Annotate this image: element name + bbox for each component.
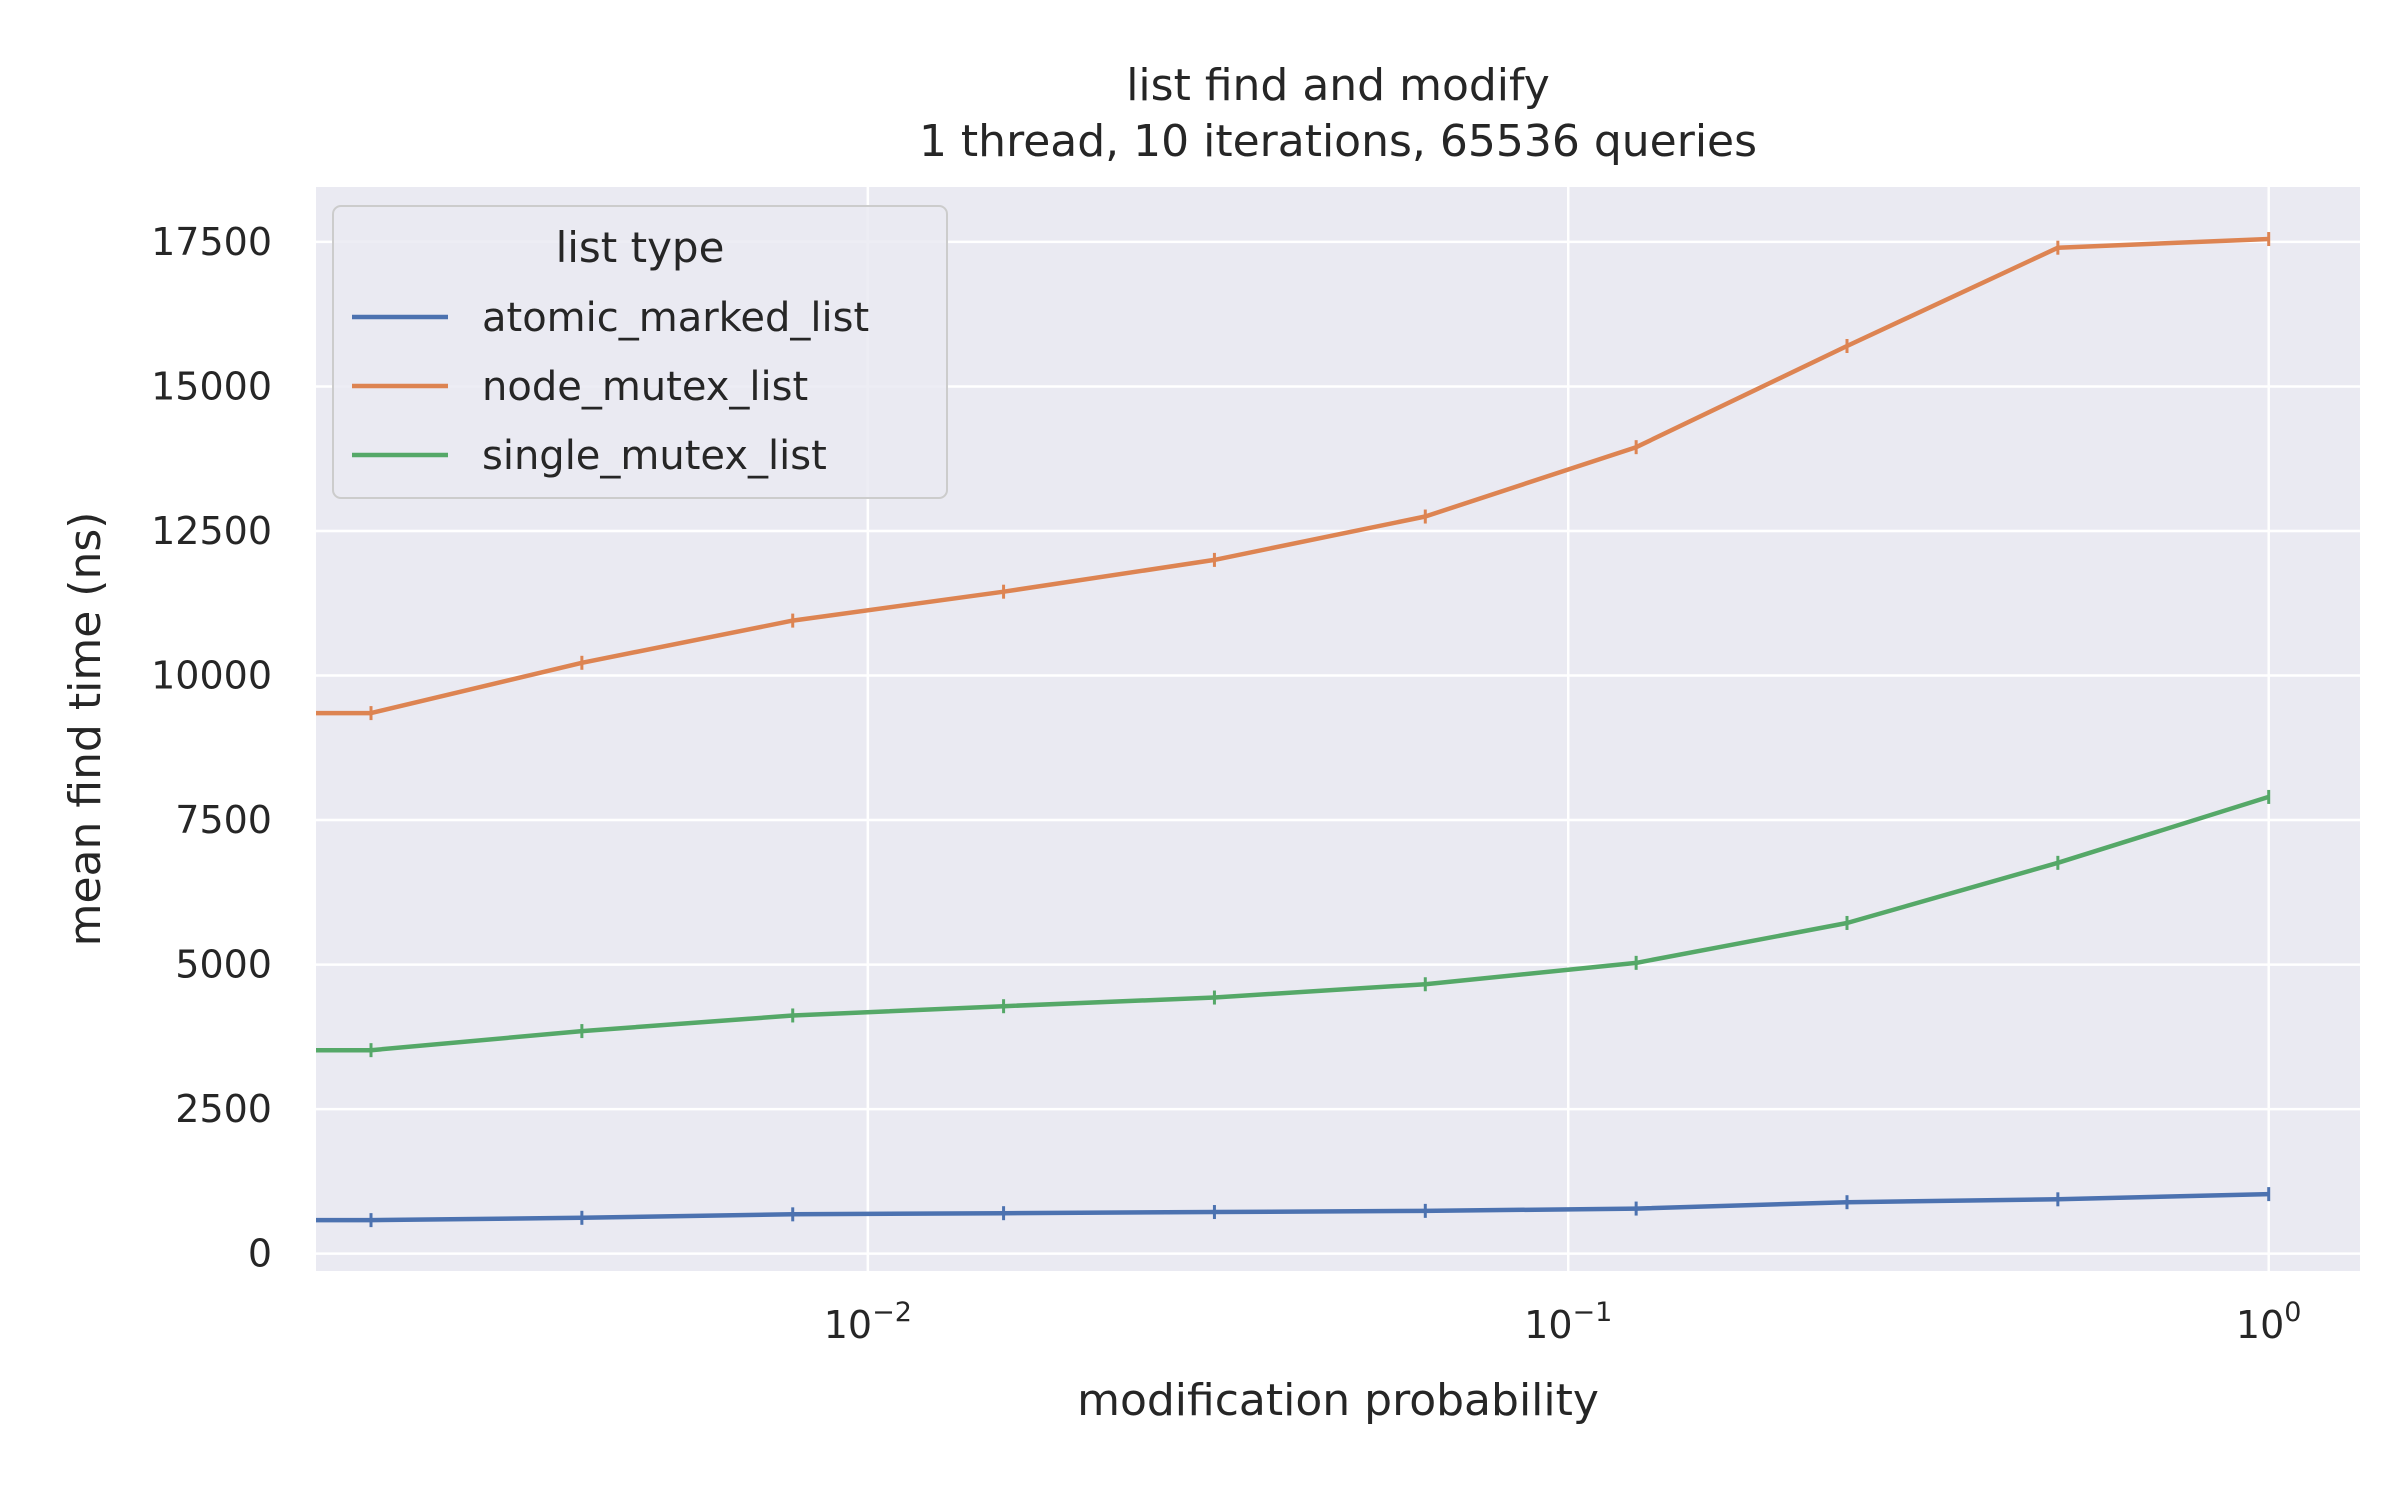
y-tick-label: 5000 [175,943,272,987]
chart-title: list find and modify [1126,60,1550,111]
y-axis-label: mean find time (ns) [60,512,111,947]
series-layer [316,232,2271,1228]
x-tick-labels: 10−2 10−1 100 [824,1297,2302,1347]
chart-subtitle: 1 thread, 10 iterations, 65536 queries [919,116,1757,167]
x-tick-exponent: −1 [1573,1297,1613,1328]
y-tick-label: 15000 [151,364,272,408]
x-tick-exponent: −2 [872,1297,912,1328]
x-tick-base: 10 [824,1303,872,1347]
legend-frame [332,205,948,499]
y-tick-label: 12500 [151,509,272,553]
y-tick-label: 17500 [151,220,272,264]
legend-label: atomic_marked_list [482,295,869,341]
x-tick-base: 10 [2236,1303,2284,1347]
x-tick-base: 10 [1524,1303,1572,1347]
y-tick-label: 7500 [175,798,272,842]
x-tick-exponent: 0 [2284,1297,2301,1328]
y-tick-label: 10000 [151,654,272,698]
y-tick-label: 2500 [175,1087,272,1131]
legend-label: single_mutex_list [482,433,827,479]
x-tick-label: 100 [2236,1297,2302,1347]
legend-label: node_mutex_list [482,364,808,410]
y-tick-labels: 0 2500 5000 7500 10000 12500 15000 17500 [151,220,272,1276]
legend-title: list type [556,223,725,272]
x-tick-label: 10−1 [1524,1297,1612,1347]
x-tick-label: 10−2 [824,1297,912,1347]
legend: list type atomic_marked_list node_mutex_l… [332,205,948,499]
y-tick-label: 0 [248,1232,272,1276]
x-axis-label: modification probability [1077,1375,1599,1426]
